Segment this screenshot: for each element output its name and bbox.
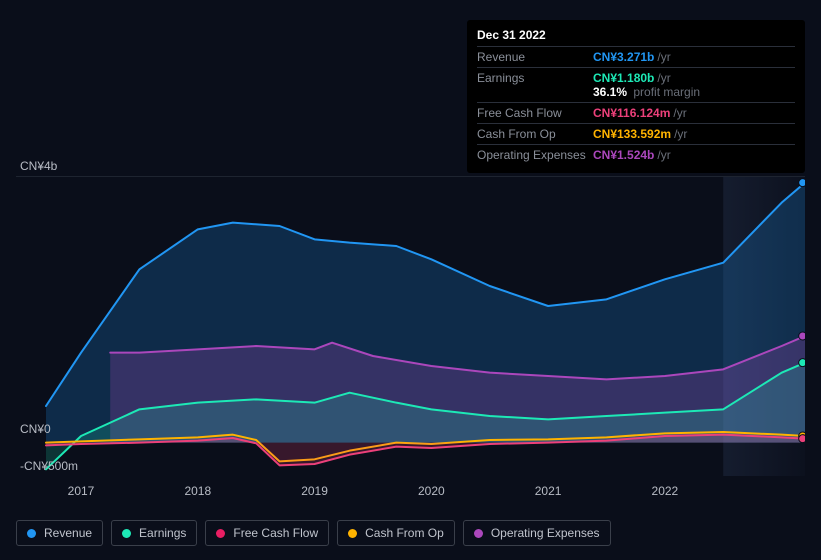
legend-swatch [122,529,131,538]
legend-label: Earnings [139,526,186,540]
tooltip-row-value: CN¥116.124m [593,106,670,120]
legend-swatch [474,529,483,538]
tooltip-row-label: Operating Expenses [477,148,593,162]
y-axis-label: CN¥4b [20,159,57,173]
tooltip-row-label: Cash From Op [477,127,593,141]
tooltip-sub-label: profit margin [630,85,700,99]
legend-item-free-cash-flow[interactable]: Free Cash Flow [205,520,329,546]
tooltip-row-unit: /yr [657,71,670,85]
financial-chart [16,176,805,476]
x-axis-label: 2021 [535,484,562,498]
legend-swatch [348,529,357,538]
legend-swatch [27,529,36,538]
tooltip-row-label: Revenue [477,50,593,64]
x-axis-label: 2017 [68,484,95,498]
x-axis: 2017 2018 2019 2020 2021 2022 [16,484,805,498]
tooltip-row-value: CN¥1.180b [593,71,654,85]
tooltip-row-unit: /yr [674,127,687,141]
tooltip-row-label: Earnings [477,71,593,99]
tooltip-row: RevenueCN¥3.271b/yr [477,46,795,67]
legend-label: Operating Expenses [491,526,600,540]
legend-label: Free Cash Flow [233,526,318,540]
tooltip-row: Free Cash FlowCN¥116.124m/yr [477,102,795,123]
tooltip-row: Operating ExpensesCN¥1.524b/yr [477,144,795,165]
tooltip-sub-value: 36.1% [593,85,627,99]
tooltip-date: Dec 31 2022 [477,28,795,46]
y-axis-label: CN¥0 [20,422,51,436]
legend-label: Cash From Op [365,526,444,540]
tooltip-row-unit: /yr [673,106,686,120]
y-axis-label: -CN¥500m [20,459,78,473]
x-axis-label: 2022 [652,484,679,498]
tooltip-row: Cash From OpCN¥133.592m/yr [477,123,795,144]
legend: Revenue Earnings Free Cash Flow Cash From O… [16,520,611,546]
data-tooltip: Dec 31 2022 RevenueCN¥3.271b/yrEarningsC… [467,20,805,173]
x-axis-label: 2019 [301,484,328,498]
legend-swatch [216,529,225,538]
tooltip-row-unit: /yr [657,50,670,64]
tooltip-row-label: Free Cash Flow [477,106,593,120]
legend-item-operating-expenses[interactable]: Operating Expenses [463,520,611,546]
x-axis-label: 2020 [418,484,445,498]
tooltip-row-value: CN¥3.271b [593,50,654,64]
tooltip-row-unit: /yr [657,148,670,162]
legend-item-cash-from-op[interactable]: Cash From Op [337,520,455,546]
legend-label: Revenue [44,526,92,540]
legend-item-revenue[interactable]: Revenue [16,520,103,546]
tooltip-row-value: CN¥133.592m [593,127,671,141]
tooltip-row-value: CN¥1.524b [593,148,654,162]
legend-item-earnings[interactable]: Earnings [111,520,197,546]
x-axis-label: 2018 [184,484,211,498]
tooltip-row: EarningsCN¥1.180b/yr 36.1% profit margin [477,67,795,102]
